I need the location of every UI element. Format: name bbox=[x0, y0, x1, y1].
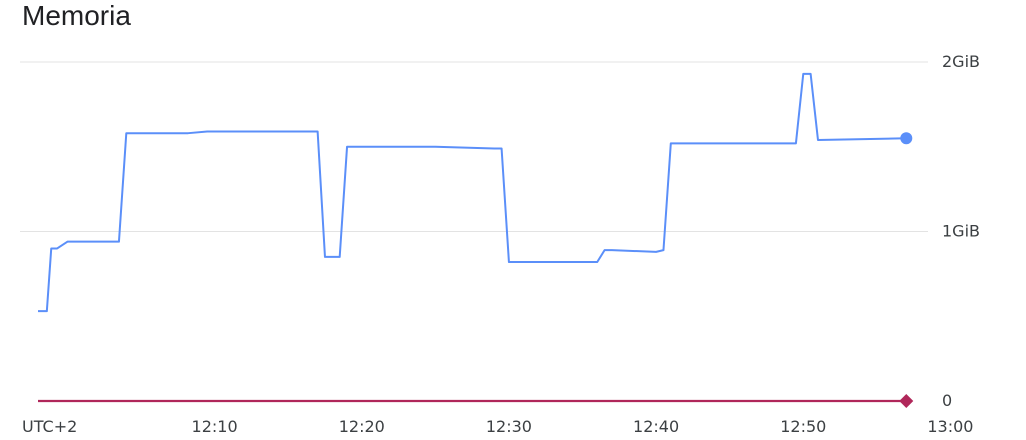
series-endpoint-dot-0 bbox=[900, 132, 913, 145]
series-line-0 bbox=[38, 72, 907, 313]
x-tick-label-1: 12:10 bbox=[192, 417, 238, 436]
series-endpoint-diamond-1 bbox=[899, 394, 914, 408]
x-tick-label-6: 13:00 bbox=[927, 417, 973, 436]
x-tick-label-2: 12:20 bbox=[339, 417, 385, 436]
x-tick-label-3: 12:30 bbox=[486, 417, 532, 436]
y-tick-label-0: 0 bbox=[942, 391, 952, 410]
x-tick-label-5: 12:50 bbox=[780, 417, 826, 436]
y-tick-label-1: 1GiB bbox=[942, 222, 980, 241]
grid-layer bbox=[20, 61, 928, 232]
x-tick-label-4: 12:40 bbox=[633, 417, 679, 436]
x-tick-label-0: UTC+2 bbox=[22, 417, 77, 436]
chart-title: Memoria bbox=[22, 0, 131, 31]
labels-layer: 0 1GiB 2GiB UTC+2 12:10 12:20 12:30 12:40 12:50 1… bbox=[22, 52, 980, 436]
y-tick-label-2: 2GiB bbox=[942, 52, 980, 71]
series-layer bbox=[38, 72, 914, 408]
